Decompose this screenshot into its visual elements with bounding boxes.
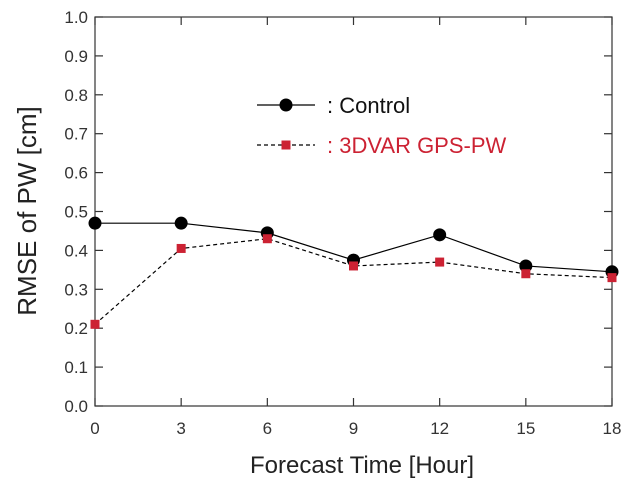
y-tick-label: 0.0	[64, 397, 88, 416]
y-tick-label: 0.7	[64, 125, 88, 144]
y-tick-label: 1.0	[64, 8, 88, 27]
y-tick-label: 0.6	[64, 164, 88, 183]
y-tick-label: 0.3	[64, 280, 88, 299]
y-tick-label: 0.8	[64, 86, 88, 105]
y-tick-label: 0.1	[64, 358, 88, 377]
plot-frame	[94, 16, 613, 407]
data-point	[262, 234, 272, 244]
series-layer	[88, 216, 619, 329]
y-axis-title: RMSE of PW [cm]	[12, 106, 42, 315]
legend-label: : 3DVAR GPS-PW	[327, 133, 507, 158]
x-axis-title: Forecast Time [Hour]	[250, 452, 474, 479]
plot-area	[94, 16, 613, 407]
data-point	[607, 273, 617, 283]
x-tick-label: 15	[516, 419, 535, 438]
data-point	[88, 216, 102, 230]
data-point	[176, 243, 186, 253]
data-point	[90, 319, 100, 329]
x-tick-label: 3	[176, 419, 185, 438]
data-point	[174, 216, 188, 230]
x-tick-label: 9	[349, 419, 358, 438]
y-tick-label: 0.5	[64, 203, 88, 222]
legend-marker	[279, 98, 293, 112]
legend-marker	[281, 140, 291, 150]
series-line-1	[94, 238, 613, 325]
axis-ticks: 0.0 0.1 0.2 0.3 0.4 0.5 0.6 0.7 0.8 0.9 1.0 0 3 6 9 12 1…	[64, 8, 621, 438]
data-point	[519, 259, 533, 273]
data-point	[435, 257, 445, 267]
x-tick-label: 18	[603, 419, 622, 438]
x-tick-label: 0	[90, 419, 99, 438]
x-tick-label: 12	[430, 419, 449, 438]
y-tick-label: 0.2	[64, 319, 88, 338]
data-point	[349, 261, 358, 271]
legend-label: : Control	[327, 93, 410, 118]
data-point	[433, 228, 447, 242]
legend: : Control : 3DVAR GPS-PW	[257, 93, 507, 158]
y-tick-label: 0.9	[64, 47, 88, 66]
x-tick-label: 6	[263, 419, 272, 438]
y-tick-label: 0.4	[64, 241, 88, 260]
data-point	[521, 269, 531, 279]
